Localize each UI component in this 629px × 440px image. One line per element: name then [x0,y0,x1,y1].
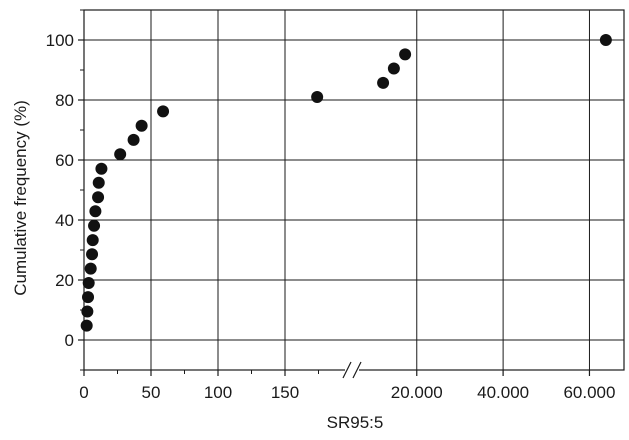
data-point [387,62,400,75]
data-point [86,234,99,247]
axis-break-slash [342,361,352,379]
data-point [80,319,93,332]
data-point [88,219,101,232]
axis-break-slash [352,361,362,379]
data-point [86,248,99,261]
y-tick-label: 0 [65,331,74,350]
y-tick-label: 40 [55,211,74,230]
y-tick-label: 100 [46,31,74,50]
x-tick-label: 150 [271,383,299,402]
data-point [84,262,97,275]
x-tick-label: 0 [79,383,88,402]
x-tick-label: 50 [142,383,161,402]
data-point [89,205,102,218]
data-point [82,291,95,304]
data-points [80,34,612,332]
y-axis-label: Cumulative frequency (%) [11,100,30,296]
data-point [599,34,612,46]
data-point [157,105,170,118]
data-point [399,48,412,61]
x-tick-label: 60.000 [563,383,615,402]
x-axis-label: SR95:5 [327,413,384,432]
x-axis-break [342,361,362,379]
data-point [92,176,105,189]
data-point [135,119,148,132]
y-tick-label: 20 [55,271,74,290]
x-tick-label: 40.000 [477,383,529,402]
grid-lines [84,10,624,370]
x-tick-label: 100 [204,383,232,402]
y-tick-label: 60 [55,151,74,170]
data-point [81,305,94,318]
data-point [95,162,108,175]
tick-labels: 0 50 100 150 20.000 40.000 60.000 0 20 40 60 80 100 [46,31,616,402]
data-point [114,148,127,161]
x-tick-label: 20.000 [391,383,443,402]
data-point [311,91,324,103]
axis-ticks [78,9,591,376]
data-point [92,191,105,204]
data-point [127,133,140,146]
data-point [82,277,95,289]
y-tick-label: 80 [55,91,74,110]
data-point [377,76,390,89]
